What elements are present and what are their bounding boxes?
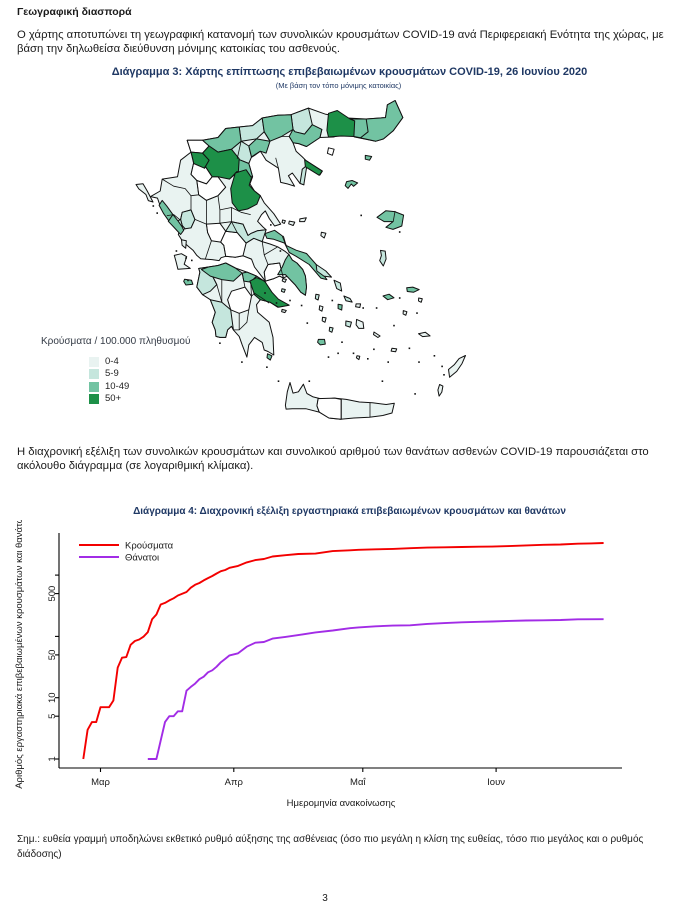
svg-text:5: 5 <box>47 714 58 719</box>
svg-text:Ημερομηνία ανακοίνωσης: Ημερομηνία ανακοίνωσης <box>287 798 396 809</box>
svg-text:1: 1 <box>47 756 58 761</box>
svg-text:50: 50 <box>47 650 58 661</box>
svg-text:Μαΐ: Μαΐ <box>350 777 366 788</box>
svg-text:Θάνατοι: Θάνατοι <box>125 553 159 564</box>
svg-text:Ιουν: Ιουν <box>487 777 505 788</box>
svg-text:Απρ: Απρ <box>225 777 244 788</box>
svg-text:500: 500 <box>47 586 58 602</box>
svg-text:Μαρ: Μαρ <box>91 777 110 788</box>
svg-text:Αριθμός εργαστηριακά επιβεβαιω: Αριθμός εργαστηριακά επιβεβαιωμένων κρου… <box>14 520 25 789</box>
svg-text:Κρούσματα: Κρούσματα <box>125 541 174 552</box>
svg-text:10: 10 <box>47 692 58 703</box>
